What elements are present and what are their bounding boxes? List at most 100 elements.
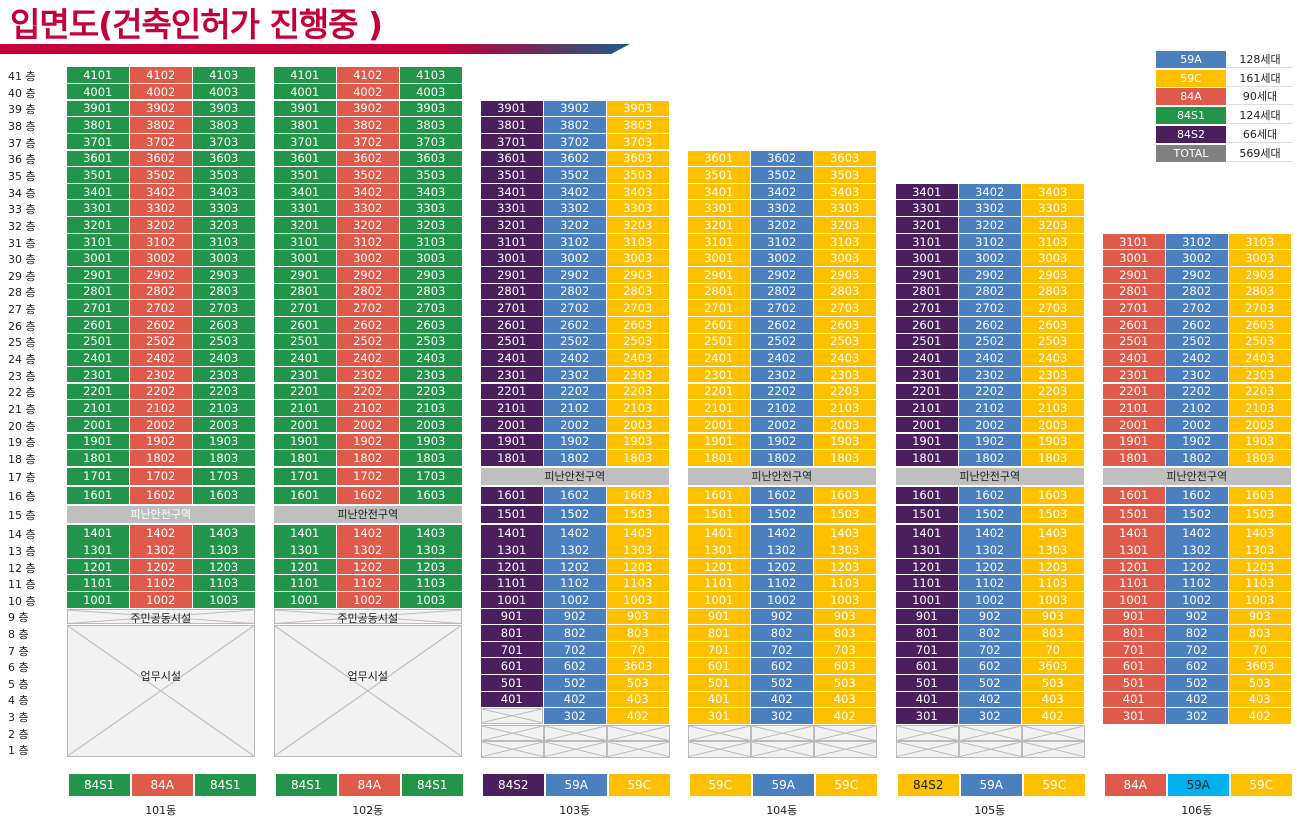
unit-cell[interactable]: 2901 (67, 267, 129, 283)
unit-cell[interactable]: 1903 (1229, 433, 1291, 450)
unit-cell[interactable]: 3102 (1166, 233, 1228, 250)
unit-cell[interactable]: 1203 (193, 558, 255, 575)
unit-cell[interactable]: 502 (959, 675, 1021, 691)
unit-cell[interactable]: 2502 (959, 333, 1021, 350)
unit-cell[interactable]: 3002 (544, 250, 606, 266)
unit-cell[interactable]: 2602 (544, 317, 606, 333)
unit-cell[interactable]: 803 (1022, 625, 1084, 641)
unit-cell[interactable]: 2301 (1103, 366, 1165, 383)
unit-cell[interactable]: 3003 (1229, 250, 1291, 266)
unit-cell[interactable]: 3302 (337, 200, 399, 216)
unit-cell[interactable]: 503 (607, 675, 669, 691)
unit-cell[interactable]: 2202 (959, 383, 1021, 400)
unit-cell[interactable]: 2903 (814, 267, 876, 283)
unit-cell[interactable]: 801 (896, 625, 958, 641)
unit-cell[interactable]: 901 (896, 608, 958, 625)
unit-cell[interactable]: 1203 (1229, 558, 1291, 575)
unit-cell[interactable]: 1103 (814, 575, 876, 591)
unit-cell[interactable]: 3102 (544, 233, 606, 250)
unit-cell[interactable]: 3101 (67, 233, 129, 250)
unit-cell[interactable]: 2201 (896, 383, 958, 400)
unit-cell[interactable]: 3301 (688, 200, 750, 216)
unit-cell[interactable]: 1101 (274, 575, 336, 591)
unit-cell[interactable]: 1401 (481, 524, 543, 542)
unit-cell[interactable]: 2702 (751, 300, 813, 316)
unit-cell[interactable]: 1903 (607, 433, 669, 450)
unit-cell[interactable]: 2203 (607, 383, 669, 400)
unit-cell[interactable]: 3102 (959, 233, 1021, 250)
unit-cell[interactable]: 502 (1166, 675, 1228, 691)
unit-cell[interactable]: 1001 (274, 592, 336, 608)
unit-cell[interactable]: 501 (1103, 675, 1165, 691)
unit-cell[interactable]: 1601 (1103, 486, 1165, 504)
unit-cell[interactable]: 3003 (193, 250, 255, 266)
unit-cell[interactable]: 2301 (896, 366, 958, 383)
unit-cell[interactable]: 3501 (688, 167, 750, 183)
unit-cell[interactable]: 2401 (896, 350, 958, 366)
unit-cell[interactable]: 1303 (400, 542, 462, 558)
unit-cell[interactable]: 2702 (337, 300, 399, 316)
unit-cell[interactable]: 2402 (959, 350, 1021, 366)
unit-cell[interactable]: 1903 (400, 433, 462, 450)
unit-cell[interactable]: 2201 (274, 383, 336, 400)
unit-cell[interactable]: 1602 (751, 486, 813, 504)
unit-cell[interactable]: 3502 (337, 167, 399, 183)
unit-cell[interactable]: 1502 (1166, 505, 1228, 523)
unit-cell[interactable]: 2003 (607, 416, 669, 433)
unit-cell[interactable]: 1203 (814, 558, 876, 575)
unit-cell[interactable]: 3503 (814, 167, 876, 183)
unit-cell[interactable]: 2303 (1229, 366, 1291, 383)
unit-cell[interactable]: 1702 (130, 467, 192, 485)
unit-cell[interactable]: 1302 (544, 542, 606, 558)
unit-cell[interactable]: 2302 (130, 366, 192, 383)
unit-cell[interactable]: 1001 (67, 592, 129, 608)
unit-cell[interactable]: 3002 (1166, 250, 1228, 266)
unit-cell[interactable]: 2001 (1103, 416, 1165, 433)
unit-cell[interactable]: 3901 (481, 100, 543, 117)
unit-cell[interactable]: 1503 (607, 505, 669, 523)
unit-cell[interactable]: 3302 (544, 200, 606, 216)
unit-cell[interactable]: 2003 (193, 416, 255, 433)
unit-cell[interactable]: 2203 (193, 383, 255, 400)
unit-cell[interactable]: 602 (544, 658, 606, 674)
unit-cell[interactable]: 2001 (274, 416, 336, 433)
unit-cell[interactable]: 1402 (337, 524, 399, 542)
unit-cell[interactable]: 1802 (130, 450, 192, 466)
unit-cell[interactable]: 3002 (959, 250, 1021, 266)
unit-cell[interactable]: 1103 (1022, 575, 1084, 591)
unit-cell[interactable]: 2402 (544, 350, 606, 366)
unit-cell[interactable]: 3303 (1022, 200, 1084, 216)
unit-cell[interactable]: 3901 (67, 100, 129, 117)
unit-cell[interactable]: 3203 (607, 217, 669, 233)
unit-cell[interactable]: 2502 (130, 333, 192, 350)
unit-cell[interactable]: 1401 (1103, 524, 1165, 542)
unit-cell[interactable]: 2901 (1103, 267, 1165, 283)
unit-cell[interactable]: 3703 (607, 133, 669, 150)
unit-cell[interactable]: 2803 (607, 283, 669, 300)
unit-cell[interactable]: 2301 (688, 366, 750, 383)
unit-cell[interactable]: 1301 (67, 542, 129, 558)
unit-cell[interactable]: 2102 (1166, 400, 1228, 416)
unit-cell[interactable]: 2501 (481, 333, 543, 350)
unit-cell[interactable]: 1101 (688, 575, 750, 591)
unit-cell[interactable]: 1401 (896, 524, 958, 542)
unit-cell[interactable]: 1402 (751, 524, 813, 542)
unit-cell[interactable]: 2401 (481, 350, 543, 366)
unit-cell[interactable]: 1602 (130, 486, 192, 504)
unit-cell[interactable]: 1803 (1022, 450, 1084, 466)
unit-cell[interactable]: 1403 (193, 524, 255, 542)
unit-cell[interactable]: 1401 (688, 524, 750, 542)
unit-cell[interactable]: 2801 (896, 283, 958, 300)
unit-cell[interactable]: 2903 (1229, 267, 1291, 283)
unit-cell[interactable]: 2603 (400, 317, 462, 333)
unit-cell[interactable]: 2201 (481, 383, 543, 400)
unit-cell[interactable]: 1803 (607, 450, 669, 466)
unit-cell[interactable]: 2501 (896, 333, 958, 350)
unit-cell[interactable]: 2502 (337, 333, 399, 350)
unit-cell[interactable]: 1401 (274, 524, 336, 542)
unit-cell[interactable]: 3803 (607, 117, 669, 133)
unit-cell[interactable]: 2001 (896, 416, 958, 433)
unit-cell[interactable]: 3001 (67, 250, 129, 266)
unit-cell[interactable]: 3202 (130, 217, 192, 233)
unit-cell[interactable]: 2802 (544, 283, 606, 300)
